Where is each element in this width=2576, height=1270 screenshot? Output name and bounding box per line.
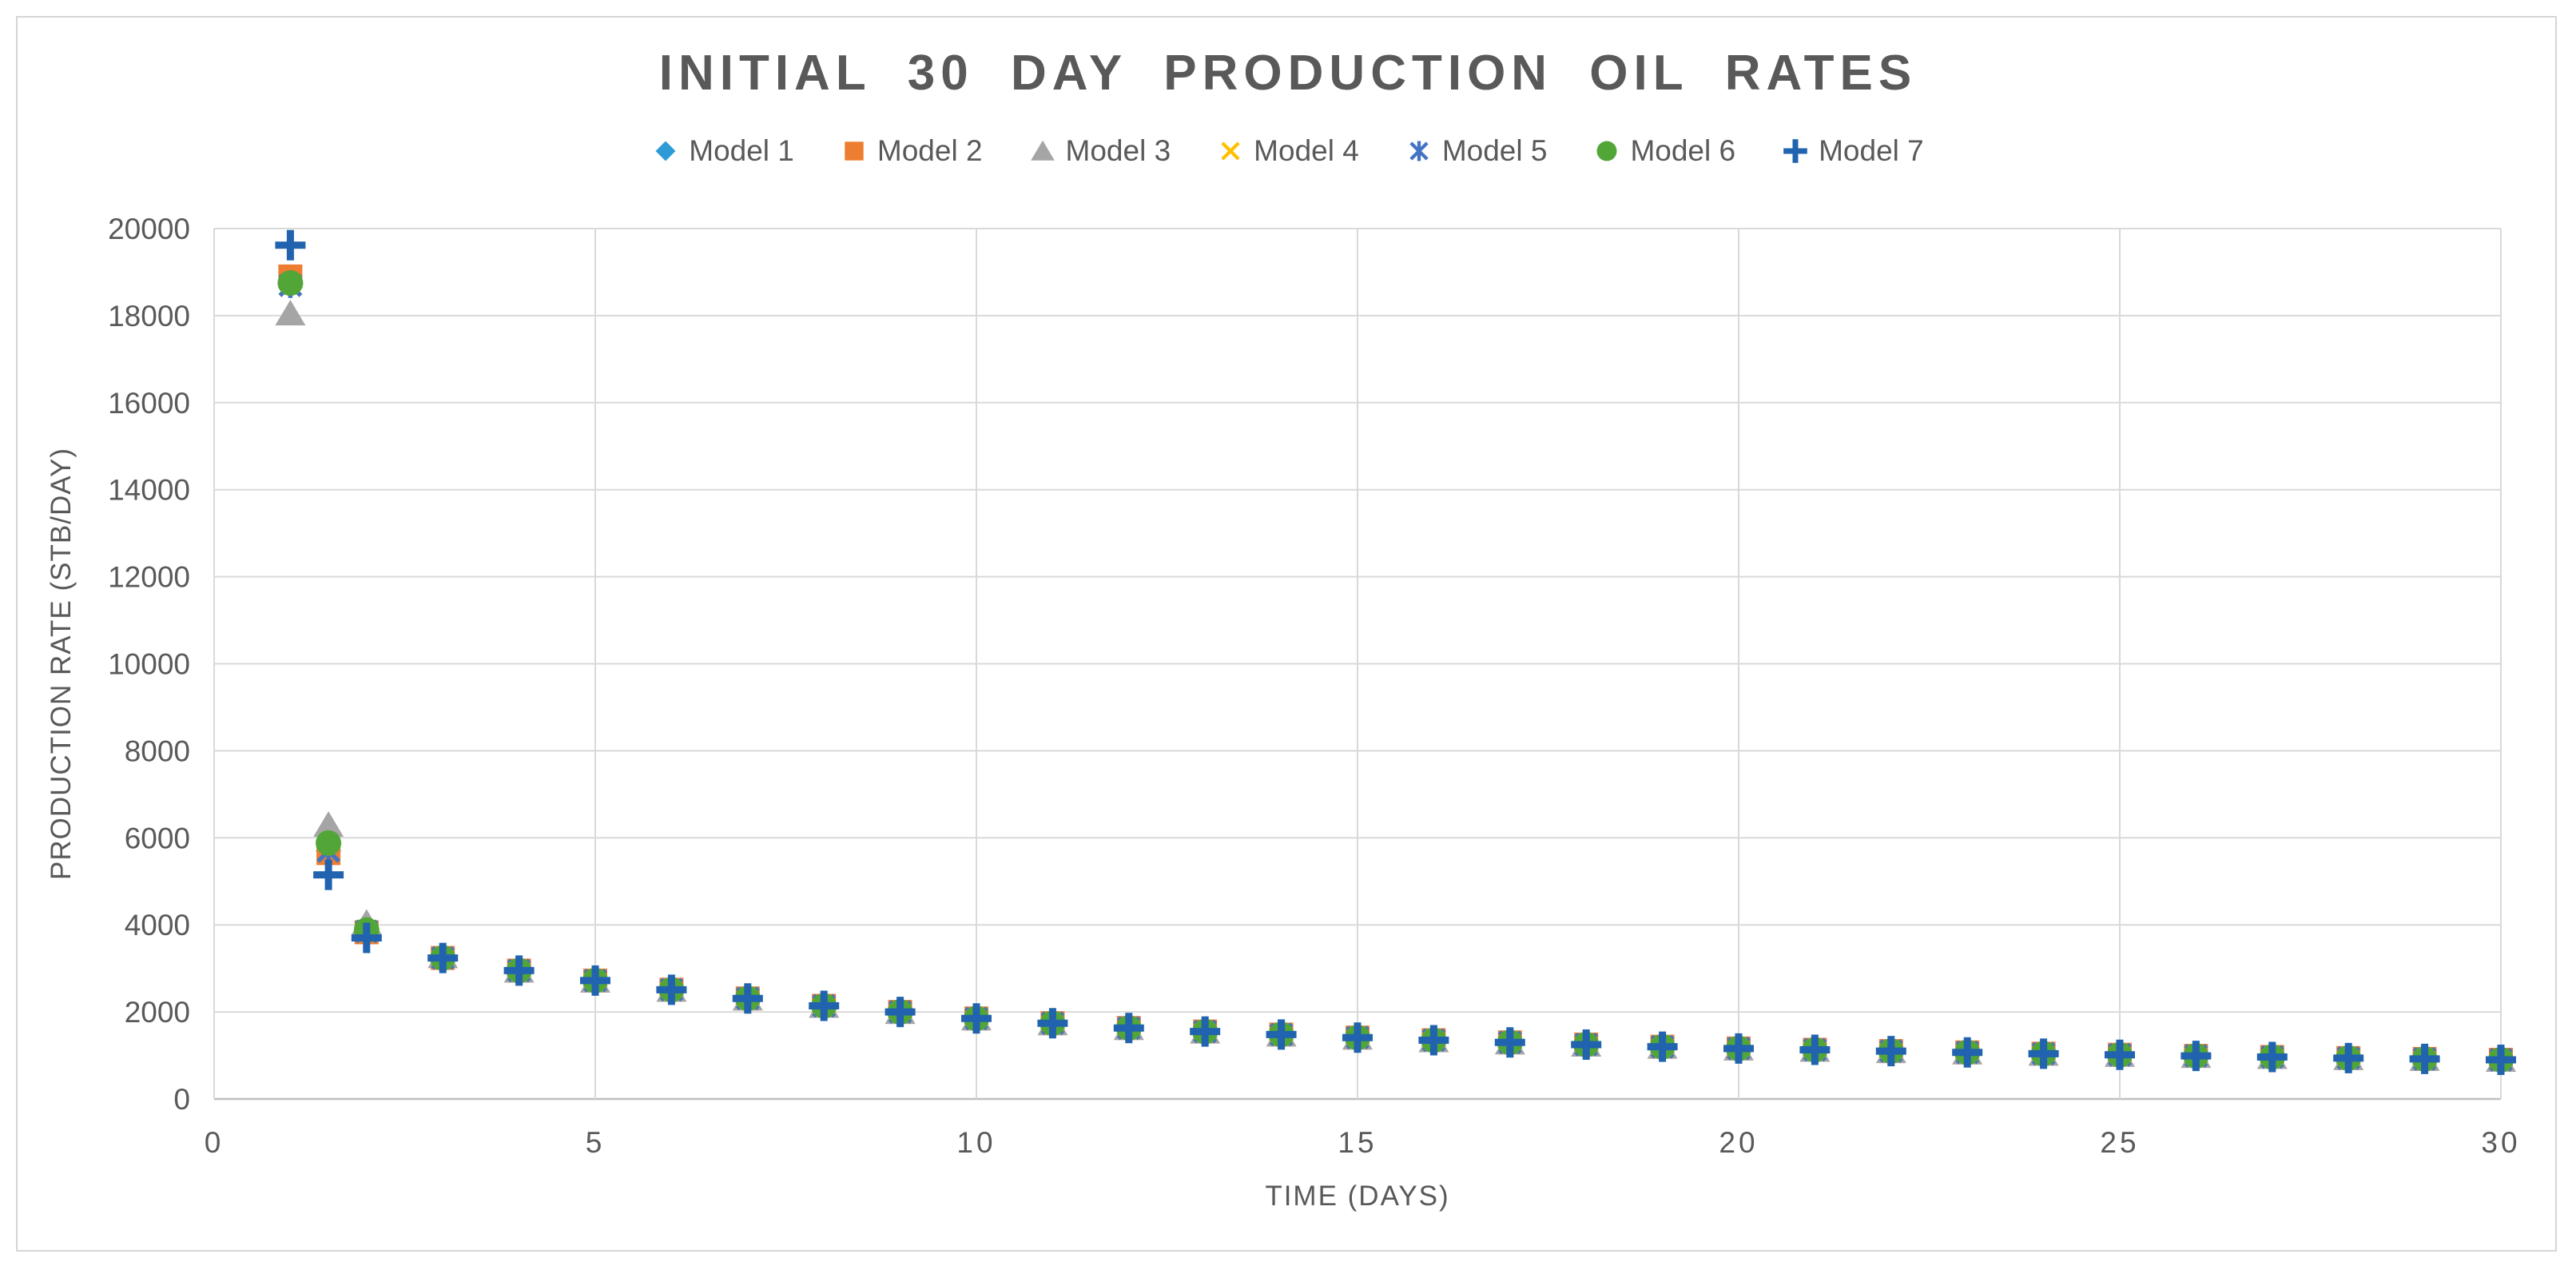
data-point-model-7 xyxy=(1190,1016,1221,1047)
legend-item-model-1: Model 1 xyxy=(652,134,794,168)
data-point-model-7 xyxy=(351,922,382,953)
data-point-model-7 xyxy=(1342,1022,1373,1053)
y-axis-tick-label: 12000 xyxy=(108,561,190,594)
data-point-model-7 xyxy=(275,229,306,261)
data-point-model-7 xyxy=(503,955,535,986)
data-point-model-7 xyxy=(580,965,610,996)
y-axis-tick-label: 18000 xyxy=(108,300,190,332)
x-legend-icon xyxy=(1221,141,1240,161)
data-point-model-7 xyxy=(732,983,763,1014)
data-point-model-7 xyxy=(2333,1042,2364,1073)
data-point-model-6 xyxy=(277,270,304,297)
data-point-model-7 xyxy=(1952,1037,1983,1068)
data-point-model-7 xyxy=(1875,1036,1906,1067)
data-point-model-7 xyxy=(809,990,840,1021)
y-axis-tick-label: 10000 xyxy=(108,648,190,681)
x-axis-tick-label: 10 xyxy=(956,1126,996,1159)
legend-item-model-2: Model 2 xyxy=(841,134,983,168)
asterisk-legend-icon xyxy=(1409,141,1429,161)
x-axis-tick-label: 20 xyxy=(1719,1126,1758,1159)
y-axis-tick-label: 8000 xyxy=(125,735,190,767)
data-point-model-7 xyxy=(1037,1008,1068,1039)
legend-item-model-7: Model 7 xyxy=(1782,134,1924,168)
y-axis-title: PRODUCTION RATE (STB/DAY) xyxy=(46,448,77,880)
legend-item-model-4: Model 4 xyxy=(1217,134,1359,168)
x-axis-tick-label: 15 xyxy=(1338,1126,1377,1159)
x-axis-tick-label: 30 xyxy=(2481,1126,2520,1159)
legend-label: Model 6 xyxy=(1630,134,1736,167)
circle-marker xyxy=(277,270,304,297)
data-point-model-7 xyxy=(1799,1034,1831,1065)
data-point-model-7 xyxy=(1647,1031,1678,1062)
plus-legend-icon xyxy=(1783,139,1807,163)
diamond-marker xyxy=(655,141,676,161)
y-axis-tick-label: 14000 xyxy=(108,474,190,507)
x-axis-tick-label: 5 xyxy=(586,1126,606,1159)
y-axis-tick-label: 16000 xyxy=(108,387,190,420)
legend-label: Model 5 xyxy=(1441,134,1548,167)
legend-label: Model 4 xyxy=(1254,134,1359,167)
data-point-model-7 xyxy=(2409,1043,2440,1074)
data-point-model-7 xyxy=(656,974,687,1005)
x-axis-title: TIME (DAYS) xyxy=(1265,1180,1449,1212)
y-axis-tick-label: 20000 xyxy=(108,213,190,245)
data-point-model-7 xyxy=(313,859,344,890)
y-axis-tick-label: 0 xyxy=(173,1083,190,1116)
data-point-model-3 xyxy=(275,300,306,326)
data-point-model-7 xyxy=(1571,1029,1602,1060)
data-point-model-7 xyxy=(1266,1019,1297,1050)
data-point-model-7 xyxy=(885,997,916,1028)
data-point-model-7 xyxy=(2256,1041,2288,1073)
circle-legend-icon xyxy=(1596,141,1617,161)
legend-label: Model 1 xyxy=(689,134,794,167)
legend-label: Model 3 xyxy=(1065,134,1171,167)
square-legend-icon xyxy=(845,141,864,161)
y-axis-tick-label: 6000 xyxy=(125,822,190,854)
triangle-marker xyxy=(275,300,306,326)
square-marker xyxy=(845,141,864,161)
data-point-model-7 xyxy=(1113,1013,1144,1044)
legend-item-model-3: Model 3 xyxy=(1029,134,1171,168)
data-point-model-7 xyxy=(2028,1038,2059,1069)
diamond-legend-icon xyxy=(655,141,676,161)
data-point-model-7 xyxy=(1418,1025,1449,1056)
data-point-model-7 xyxy=(2486,1044,2516,1075)
data-point-model-7 xyxy=(2180,1041,2212,1072)
legend-label: Model 7 xyxy=(1819,134,1924,167)
x-axis-tick-label: 25 xyxy=(2100,1126,2139,1159)
chart-title: INITIAL 30 DAY PRODUCTION OIL RATES xyxy=(658,46,1918,101)
data-point-model-7 xyxy=(2105,1039,2135,1070)
data-point-model-7 xyxy=(427,942,459,973)
chart-legend: Model 1 Model 2 Model 3 Model 4 Model 5 Model… xyxy=(0,134,2576,168)
data-point-model-6 xyxy=(316,830,342,856)
data-point-model-7 xyxy=(961,1003,992,1034)
data-point-model-7 xyxy=(1723,1033,1754,1064)
circle-marker xyxy=(1596,141,1617,161)
x-marker xyxy=(1221,141,1240,161)
legend-label: Model 2 xyxy=(877,134,983,167)
triangle-marker xyxy=(313,810,344,837)
legend-item-model-6: Model 6 xyxy=(1593,134,1735,168)
triangle-marker xyxy=(1030,140,1055,161)
legend-item-model-5: Model 5 xyxy=(1405,134,1548,168)
x-axis-tick-label: 0 xyxy=(205,1126,225,1159)
triangle-legend-icon xyxy=(1030,140,1055,161)
circle-marker xyxy=(316,830,342,856)
data-point-model-3 xyxy=(313,810,344,837)
y-axis-tick-label: 2000 xyxy=(125,996,190,1029)
data-point-model-7 xyxy=(1494,1027,1525,1058)
y-axis-tick-label: 4000 xyxy=(125,909,190,942)
